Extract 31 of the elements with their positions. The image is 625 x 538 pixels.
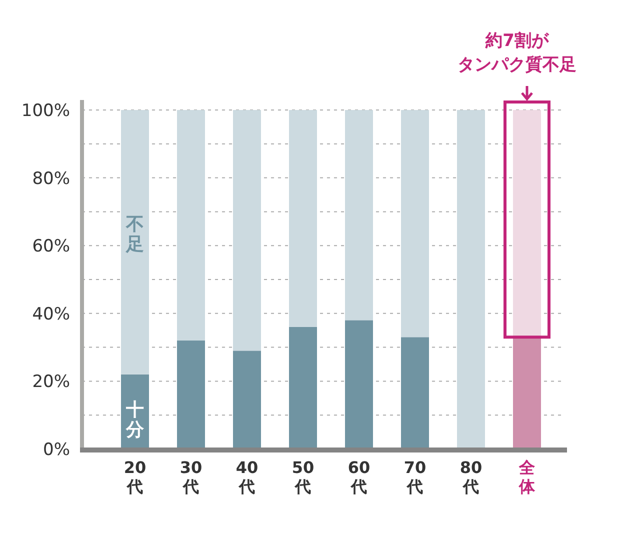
series-label: 十分 [125,400,145,441]
x-tick-label: 80代 [460,458,482,496]
y-tick-label: 60% [32,236,70,257]
x-tick-label: 60代 [348,458,370,496]
bar [233,350,261,449]
text: 約7割が [484,31,550,51]
bar [289,326,317,449]
text: タンパク質不足 [458,55,576,75]
x-tick-label: 20代 [124,458,146,496]
bar [177,110,205,341]
y-tick-label: 0% [43,440,70,460]
bar [345,110,373,320]
bar [401,110,429,338]
bar [513,337,541,449]
bar [233,110,261,351]
x-tick-label: 全体 [518,458,536,496]
bar [177,340,205,449]
y-tick-label: 20% [32,372,70,392]
bar [401,337,429,449]
x-tick-label: 40代 [236,458,258,496]
x-tick-label: 50代 [292,458,314,496]
bar [121,110,149,374]
bar [289,110,317,327]
y-tick-label: 100% [21,101,70,121]
x-tick-label: 70代 [404,458,426,496]
bar [345,320,373,449]
bar [457,110,485,449]
y-tick-label: 80% [32,168,70,189]
y-tick-label: 40% [32,304,70,324]
x-tick-label: 30代 [180,458,202,496]
series-label: 不足 [125,214,144,256]
